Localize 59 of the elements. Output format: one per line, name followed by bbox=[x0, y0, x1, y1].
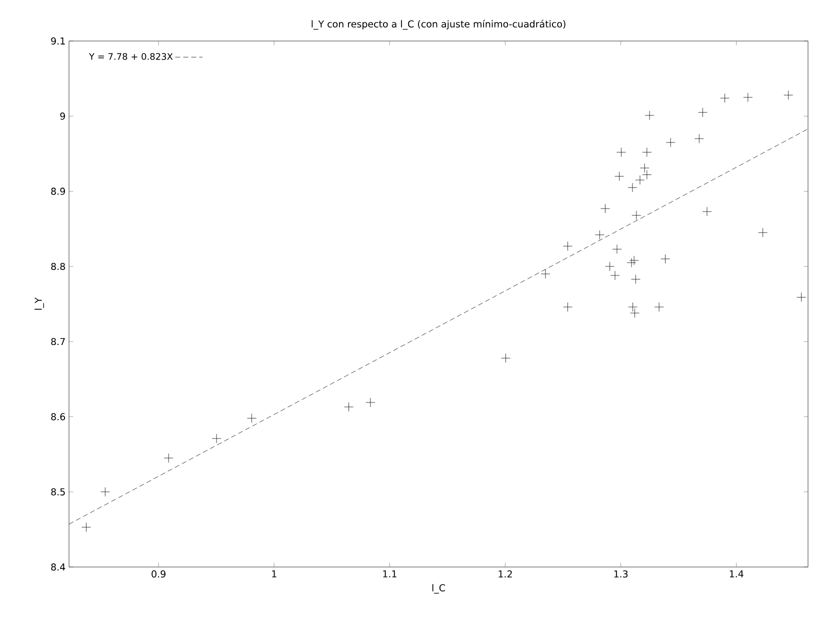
point bbox=[642, 148, 652, 157]
point bbox=[698, 108, 708, 118]
point bbox=[784, 90, 794, 100]
point bbox=[628, 182, 638, 192]
point bbox=[630, 308, 640, 318]
point bbox=[644, 110, 654, 120]
y-tick-label: 8.9 bbox=[51, 188, 65, 195]
point bbox=[366, 398, 376, 408]
x-axis-title: l_C bbox=[432, 584, 446, 594]
x-tick-label: 1.3 bbox=[614, 570, 628, 578]
point bbox=[540, 269, 550, 279]
point bbox=[600, 204, 610, 214]
point bbox=[702, 206, 712, 216]
point bbox=[501, 353, 510, 363]
y-tick-label: 8.8 bbox=[51, 262, 65, 270]
x-tick-label: 0.9 bbox=[152, 570, 166, 578]
point bbox=[247, 414, 256, 423]
point bbox=[212, 434, 222, 444]
point bbox=[612, 244, 622, 254]
point bbox=[563, 302, 572, 312]
point bbox=[631, 274, 640, 284]
x-tick-label: 1.1 bbox=[383, 570, 396, 578]
y-tick-label: 9.1 bbox=[51, 37, 65, 45]
x-tick-label: 1 bbox=[272, 570, 276, 578]
point bbox=[666, 138, 676, 148]
x-tick-label: 1.4 bbox=[730, 570, 744, 578]
point bbox=[82, 522, 91, 532]
y-tick-label: 9 bbox=[60, 112, 65, 120]
point bbox=[344, 402, 354, 412]
point bbox=[632, 210, 642, 220]
point bbox=[616, 148, 626, 157]
y-axis-title: l_Y bbox=[34, 297, 44, 310]
point bbox=[660, 254, 670, 264]
point bbox=[164, 453, 174, 463]
point bbox=[626, 258, 636, 268]
point bbox=[640, 163, 650, 173]
point bbox=[635, 175, 645, 185]
point bbox=[563, 241, 572, 251]
point bbox=[720, 93, 730, 103]
point bbox=[594, 230, 604, 240]
legend-label: Y = 7.78 + 0.823X bbox=[88, 53, 173, 60]
point bbox=[694, 134, 704, 144]
y-tick-label: 8.6 bbox=[51, 413, 66, 420]
point bbox=[605, 262, 615, 272]
point bbox=[628, 302, 638, 312]
x-tick-label: 1.2 bbox=[498, 570, 512, 578]
point bbox=[614, 172, 624, 181]
point bbox=[743, 92, 753, 102]
point bbox=[796, 292, 806, 302]
point bbox=[758, 228, 768, 238]
point bbox=[654, 302, 664, 312]
chart-title: l_Y con respecto a l_C (con ajuste mínimo-cuadrático) bbox=[312, 20, 566, 30]
point bbox=[100, 487, 110, 497]
point bbox=[610, 270, 620, 280]
y-tick-label: 8.7 bbox=[51, 338, 65, 346]
y-tick-label: 8.5 bbox=[51, 488, 65, 496]
y-tick-label: 8.4 bbox=[51, 563, 66, 571]
point bbox=[629, 256, 639, 266]
point bbox=[642, 170, 652, 180]
